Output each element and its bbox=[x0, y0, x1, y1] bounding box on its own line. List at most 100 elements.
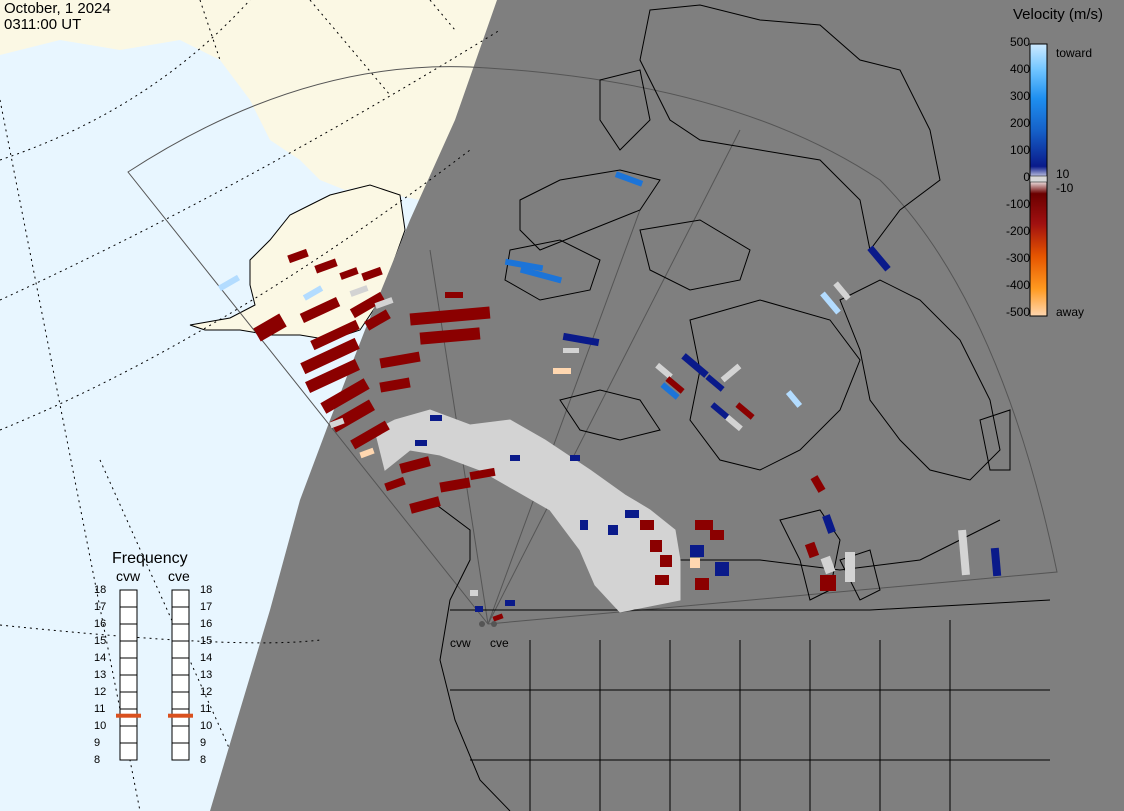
velocity-cell bbox=[867, 245, 891, 272]
velocity-cell bbox=[785, 390, 803, 408]
velocity-cell bbox=[715, 562, 729, 576]
velocity-cell bbox=[710, 402, 730, 420]
velocity-cell bbox=[409, 306, 491, 326]
velocity-zero-band bbox=[1029, 175, 1048, 183]
velocity-cell bbox=[562, 332, 600, 347]
frequency-marker-cve bbox=[168, 713, 193, 718]
velocity-cell bbox=[735, 402, 755, 420]
frequency-tick-label: 11 bbox=[200, 703, 212, 715]
velocity-cell bbox=[320, 378, 370, 414]
velocity-cell bbox=[415, 440, 427, 446]
velocity-cell bbox=[310, 319, 360, 351]
velocity-cell bbox=[990, 547, 1002, 577]
frequency-tick-label: 8 bbox=[94, 754, 101, 766]
velocity-cell bbox=[287, 248, 309, 264]
ground-scatter-band bbox=[374, 409, 681, 613]
velocity-tick-label: 300 bbox=[1009, 89, 1030, 103]
frequency-bars bbox=[116, 589, 193, 761]
frequency-tick-label: 16 bbox=[94, 618, 107, 630]
velocity-cell bbox=[810, 475, 826, 493]
frequency-tick-label: 15 bbox=[200, 635, 213, 647]
radar-site-cve bbox=[491, 621, 497, 627]
velocity-cell bbox=[820, 291, 841, 315]
velocity-cell bbox=[339, 267, 359, 280]
velocity-cell bbox=[580, 520, 588, 530]
velocity-cell bbox=[445, 292, 463, 298]
velocity-cell bbox=[655, 362, 673, 380]
frequency-radar-label-cve: cve bbox=[168, 568, 190, 584]
frequency-legend-title: Frequency bbox=[112, 550, 188, 567]
velocity-cell bbox=[359, 447, 375, 459]
velocity-cell bbox=[384, 476, 406, 492]
velocity-cell bbox=[504, 258, 544, 272]
velocity-cell bbox=[492, 613, 504, 622]
frequency-tick-label: 12 bbox=[94, 686, 107, 698]
frequency-tick-label: 18 bbox=[200, 584, 213, 596]
frequency-tick-label: 10 bbox=[200, 720, 213, 732]
radar-label-cve: cve bbox=[490, 636, 509, 650]
velocity-tick-label: 400 bbox=[1009, 62, 1030, 76]
velocity-cell bbox=[253, 313, 287, 342]
velocity-cell bbox=[419, 327, 481, 345]
velocity-cell bbox=[820, 575, 836, 591]
velocity-cell bbox=[430, 415, 442, 421]
coastlines bbox=[429, 4, 1051, 811]
velocity-cell bbox=[399, 456, 431, 474]
velocity-cell bbox=[660, 382, 680, 400]
frequency-tick-label: 12 bbox=[200, 686, 213, 698]
velocity-cells bbox=[217, 171, 1002, 622]
velocity-cell bbox=[439, 477, 471, 493]
frequency-tick-label: 11 bbox=[94, 703, 106, 715]
velocity-cell bbox=[720, 363, 742, 383]
velocity-cell bbox=[314, 258, 338, 274]
velocity-cell bbox=[665, 376, 685, 394]
frequency-tick-label: 17 bbox=[94, 601, 107, 613]
velocity-cell bbox=[655, 575, 669, 585]
velocity-cell bbox=[350, 420, 390, 450]
frequency-tick-label: 9 bbox=[200, 737, 207, 749]
velocity-cell bbox=[625, 510, 639, 518]
frequency-tick-label: 17 bbox=[200, 601, 213, 613]
velocity-tick-label: 200 bbox=[1009, 116, 1030, 130]
velocity-tick-label: -100 bbox=[1005, 197, 1030, 211]
velocity-cell bbox=[305, 358, 360, 394]
velocity-cell bbox=[690, 545, 704, 557]
radar-label-cvw: cvw bbox=[450, 636, 471, 650]
velocity-cell bbox=[614, 171, 644, 187]
radar-site-cvw bbox=[479, 621, 485, 627]
frequency-tick-label: 14 bbox=[200, 652, 213, 664]
velocity-cell bbox=[217, 274, 241, 292]
frequency-tick-label: 18 bbox=[94, 584, 107, 596]
ground-scatter-area bbox=[374, 409, 681, 613]
velocity-cell bbox=[705, 374, 725, 392]
velocity-cell bbox=[469, 467, 496, 481]
velocity-cell bbox=[364, 309, 391, 331]
velocity-cell bbox=[300, 337, 360, 375]
velocity-cell bbox=[681, 353, 709, 378]
velocity-cell bbox=[695, 578, 709, 590]
frequency-tick-label: 14 bbox=[94, 652, 107, 664]
velocity-neg-ten-label: -10 bbox=[1056, 181, 1074, 195]
velocity-tick-label: 100 bbox=[1009, 143, 1030, 157]
velocity-tick-label: -500 bbox=[1005, 305, 1030, 319]
velocity-cell bbox=[833, 281, 851, 301]
time-title: 0311:00 UT bbox=[4, 16, 82, 33]
frequency-marker-cvw bbox=[116, 713, 141, 718]
velocity-tick-label: 500 bbox=[1009, 35, 1030, 49]
velocity-cell bbox=[299, 297, 341, 323]
frequency-tick-label: 16 bbox=[200, 618, 213, 630]
velocity-cell bbox=[409, 496, 441, 514]
velocity-cell bbox=[349, 291, 386, 319]
frequency-radar-label-cvw: cvw bbox=[116, 568, 141, 584]
date-title: October, 1 2024 bbox=[4, 0, 111, 17]
frequency-tick-label: 13 bbox=[200, 669, 213, 681]
velocity-cell bbox=[374, 297, 394, 309]
velocity-cell bbox=[505, 600, 515, 606]
velocity-cell bbox=[725, 414, 743, 432]
velocity-ten-label: 10 bbox=[1056, 167, 1070, 181]
frequency-tick-label: 15 bbox=[94, 635, 107, 647]
frequency-tick-label: 10 bbox=[94, 720, 107, 732]
velocity-cell bbox=[690, 558, 700, 568]
velocity-cell bbox=[608, 525, 618, 535]
